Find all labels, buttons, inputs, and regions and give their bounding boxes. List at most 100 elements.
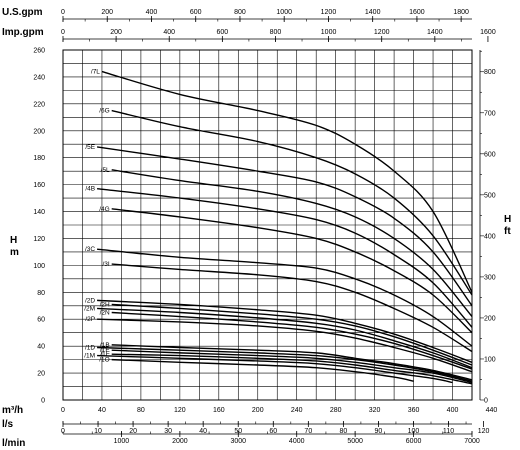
- tick-label: 800: [234, 9, 246, 16]
- tick-label: 40: [37, 344, 45, 351]
- tick-label: 400: [163, 29, 175, 36]
- curve-label: /7L: [91, 69, 100, 76]
- curve-3C: [97, 248, 473, 347]
- curve-label: /4B: [85, 186, 95, 193]
- curve-1B: [111, 344, 473, 381]
- tick-label: 600: [484, 151, 496, 158]
- tick-label: 320: [369, 407, 381, 414]
- tick-label: 1200: [374, 29, 390, 36]
- tick-label: 0: [484, 398, 488, 405]
- imp-gpm-axis: Imp.gpm 0 200 400 600 800 1000 1200 1400 1600: [2, 27, 496, 42]
- head-m-label-top: H: [10, 235, 17, 246]
- tick-label: 800: [484, 69, 496, 76]
- tick-label: 20: [129, 428, 137, 435]
- tick-label: 1400: [427, 29, 443, 36]
- curve-3I: [111, 263, 473, 353]
- tick-label: 160: [213, 407, 225, 414]
- tick-label: 0: [61, 29, 65, 36]
- tick-label: 800: [270, 29, 282, 36]
- curve-2H: [111, 303, 473, 366]
- head-meters-axis: H m 0 20 40 60 80 100 120 140 160 180 200 220 240 260: [10, 48, 45, 405]
- plot-frame: [62, 49, 473, 401]
- tick-label: 2000: [172, 438, 188, 445]
- curve-label: /1B: [100, 342, 110, 349]
- curve-label: /4G: [99, 206, 109, 213]
- tick-label: 80: [37, 290, 45, 297]
- tick-label: 3000: [230, 438, 246, 445]
- tick-label: 400: [447, 407, 459, 414]
- curve-4G: [111, 208, 473, 334]
- tick-label: 500: [484, 192, 496, 199]
- tick-label: 600: [217, 29, 229, 36]
- plot-grid: [63, 50, 472, 400]
- tick-label: 600: [190, 9, 202, 16]
- tick-label: 400: [146, 9, 158, 16]
- tick-label: 40: [199, 428, 207, 435]
- curve-label: /3C: [85, 246, 95, 253]
- tick-label: 1000: [276, 9, 292, 16]
- curve-label: /2P: [85, 316, 95, 323]
- curve-label: /2M: [84, 305, 95, 312]
- head-ft-label-bottom: ft: [504, 226, 511, 237]
- curve-2P: [97, 318, 473, 373]
- ls-axis: l/s 0102030405060708090100110120: [2, 419, 490, 435]
- tick-label: 140: [33, 209, 45, 216]
- tick-label: 260: [33, 48, 45, 55]
- tick-label: 1000: [114, 438, 130, 445]
- tick-label: 200: [484, 315, 496, 322]
- curve-label: /2N: [100, 310, 110, 317]
- tick-label: 20: [37, 371, 45, 378]
- tick-label: 5000: [347, 438, 363, 445]
- head-feet-axis: H ft 0 100 200 300 400 500 600 700 800: [479, 50, 511, 405]
- tick-label: 0: [61, 407, 65, 414]
- tick-label: 240: [291, 407, 303, 414]
- tick-label: 440: [486, 407, 498, 414]
- tick-label: 200: [101, 9, 113, 16]
- tick-label: 360: [408, 407, 420, 414]
- curve-1M: [97, 354, 453, 384]
- tick-label: 80: [339, 428, 347, 435]
- head-ft-label-top: H: [504, 214, 511, 225]
- tick-label: 7000: [464, 438, 480, 445]
- curve-label: /3I: [102, 261, 109, 268]
- lmin-axis: l/min 1000 2000 3000 4000 5000 6000 7000: [2, 431, 480, 449]
- tick-label: 120: [174, 407, 186, 414]
- curve-label: /5E: [85, 144, 95, 151]
- m3h-label: m³/h: [2, 405, 23, 416]
- curve-1O: [111, 358, 414, 382]
- tick-label: 160: [33, 182, 45, 189]
- tick-label: 200: [33, 128, 45, 135]
- curve-label: /1M: [84, 353, 95, 360]
- lmin-label: l/min: [2, 438, 25, 449]
- tick-label: 90: [375, 428, 383, 435]
- tick-label: 6000: [406, 438, 422, 445]
- tick-label: 4000: [289, 438, 305, 445]
- curve-label: /1O: [99, 357, 109, 364]
- tick-label: 110: [443, 428, 454, 435]
- tick-label: 120: [33, 236, 45, 243]
- pump-curves: /7L/6G/5E/5L/4B/4G/3C/3I/2D/2H/2M/2N/2P /…: [84, 69, 473, 385]
- tick-label: 400: [484, 233, 496, 240]
- tick-label: 1800: [453, 9, 469, 16]
- tick-label: 200: [110, 29, 122, 36]
- curve-7L: [101, 70, 473, 293]
- curve-2N: [111, 311, 473, 370]
- tick-label: 240: [33, 74, 45, 81]
- curve-label: /2D: [85, 297, 95, 304]
- curve-2D: [97, 299, 473, 363]
- m3h-axis: m³/h 0 40 80 120 160 200 240 280 320 360 400 440: [2, 405, 497, 416]
- head-m-label-bottom: m: [10, 247, 19, 258]
- curve-6G: [111, 109, 473, 296]
- ls-label: l/s: [2, 419, 14, 430]
- tick-label: 60: [37, 317, 45, 324]
- tick-label: 1600: [480, 29, 496, 36]
- curve-1F: [111, 353, 473, 385]
- tick-label: 1600: [409, 9, 425, 16]
- curve-4B: [97, 187, 473, 328]
- tick-label: 300: [484, 274, 496, 281]
- tick-label: 30: [164, 428, 172, 435]
- us-gpm-label: U.S.gpm: [2, 7, 43, 18]
- tick-label: 1200: [321, 9, 337, 16]
- tick-label: 80: [137, 407, 145, 414]
